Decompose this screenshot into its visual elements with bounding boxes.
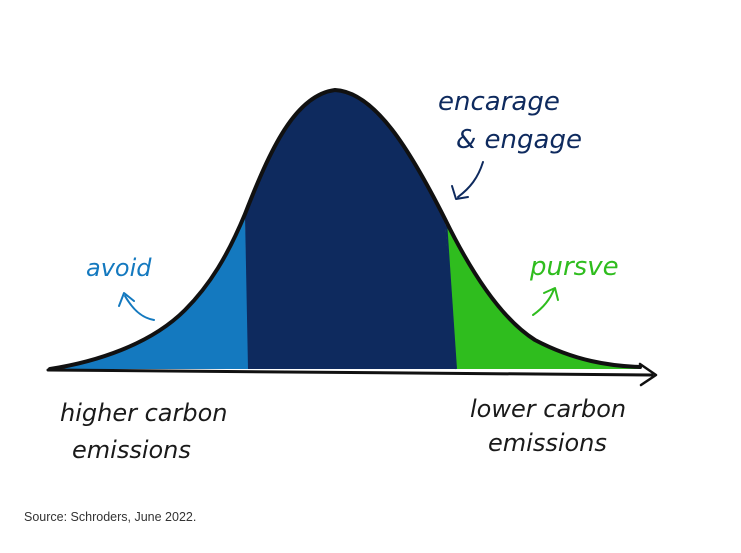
arrow-encourage xyxy=(457,161,484,198)
source-note: Source: Schroders, June 2022. xyxy=(24,510,197,524)
label-encourage-line2: & engage xyxy=(456,125,582,155)
divider-right xyxy=(445,220,457,370)
x-axis-line xyxy=(46,368,654,377)
arrow-encourage-head xyxy=(451,185,469,200)
label-higher-emissions: emissions xyxy=(72,436,191,464)
label-pursue: pursve xyxy=(529,252,619,282)
arrow-avoid-head xyxy=(118,292,135,307)
pursue-region xyxy=(445,219,640,369)
arrow-pursue-head xyxy=(543,287,559,301)
x-axis-arrowhead xyxy=(638,362,658,387)
label-encourage-line1: encarage xyxy=(438,87,560,117)
arrow-pursue xyxy=(532,288,555,316)
divider-left xyxy=(245,214,250,370)
arrow-avoid xyxy=(124,295,155,321)
bell-curve-outline xyxy=(48,88,642,371)
label-lower-emissions: emissions xyxy=(488,429,607,457)
label-lower-carbon: lower carbon xyxy=(470,395,626,423)
encourage-engage-region xyxy=(245,90,456,369)
label-avoid: avoid xyxy=(86,254,152,282)
label-higher-carbon: higher carbon xyxy=(60,399,227,427)
avoid-region xyxy=(50,214,249,369)
